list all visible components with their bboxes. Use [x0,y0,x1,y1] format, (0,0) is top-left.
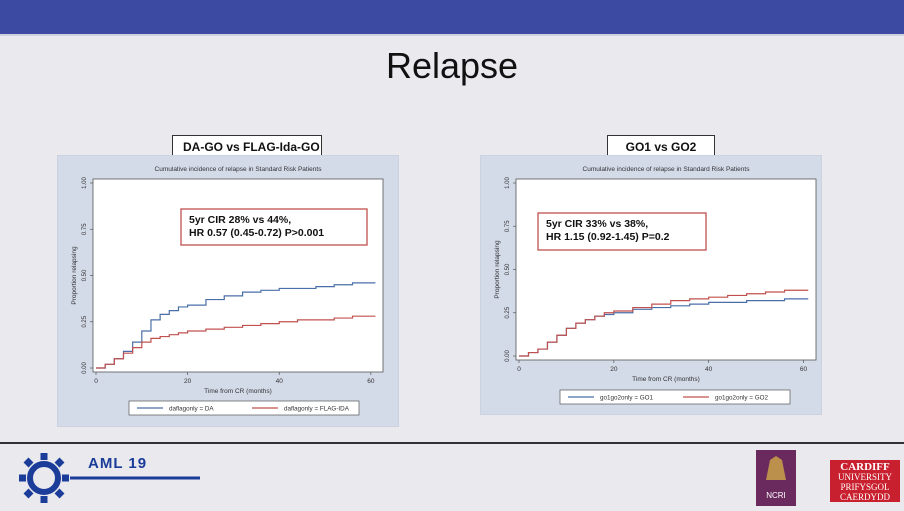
relapse-chart-right: Cumulative incidence of relapse in Stand… [480,155,822,415]
y-axis-label: Proportion relapsing [71,246,78,305]
cardiff-line-4: CAERDYDD [839,492,890,502]
x-tick-label: 0 [517,366,521,373]
x-tick-label: 40 [276,378,284,385]
series-line-1 [96,282,376,369]
cardiff-line-1: CARDIFF [840,461,890,473]
legend-label-2: go1go2only = GO2 [715,395,769,402]
plot-area [92,178,384,373]
y-tick-label: 0.75 [82,223,88,235]
annotation-line-1: 5yr CIR 28% vs 44%, [189,214,291,226]
slide-top-bar [0,0,904,34]
legend-box [559,389,791,405]
legend-label-2: daflagonly = FLAG-IDA [284,406,350,413]
y-tick-label: 0.00 [505,350,511,362]
y-tick-label: 0.75 [505,220,511,232]
plot-area [515,178,817,361]
x-axis-label: Time from CR (months) [632,376,700,383]
y-tick-label: 0.25 [505,306,511,318]
y-tick-label: 0.50 [505,263,511,275]
aml19-logo-text: AML 19 [88,455,148,472]
legend-box [128,400,360,416]
legend-label-1: daflagonly = DA [169,406,214,413]
annotation-box [537,212,707,251]
x-tick-label: 0 [94,378,98,385]
annotation-line-2: HR 0.57 (0.45-0.72) P>0.001 [189,227,324,239]
x-axis-label: Time from CR (months) [204,388,272,395]
x-tick-label: 20 [610,366,618,373]
x-tick-label: 40 [705,366,713,373]
ncri-logo: NCRI [756,450,796,506]
cardiff-line-3: PRIFYSGOL [840,482,890,492]
footer-divider [0,442,904,444]
y-axis-label: Proportion relapsing [494,240,501,299]
x-tick-label: 20 [184,378,192,385]
relapse-chart-left: Cumulative incidence of relapse in Stand… [57,155,399,427]
y-tick-label: 1.00 [505,177,511,189]
ncri-logo-text: NCRI [766,491,786,500]
aml19-gear-logo [19,453,200,503]
legend-label-1: go1go2only = GO1 [600,395,654,402]
series-line-2 [519,289,809,357]
y-tick-label: 0.00 [82,362,88,374]
slide-title: Relapse [385,45,519,86]
chart-title: Cumulative incidence of relapse in Stand… [583,166,751,173]
series-line-2 [96,315,376,369]
y-tick-label: 0.50 [82,269,88,281]
y-tick-label: 0.25 [82,315,88,327]
x-tick-label: 60 [367,378,375,385]
y-tick-label: 1.00 [82,177,88,189]
slide-top-divider [0,34,904,36]
annotation-line-2: HR 1.15 (0.92-1.45) P=0.2 [546,231,670,243]
annotation-line-1: 5yr CIR 33% vs 38%, [546,218,648,230]
chart-title: Cumulative incidence of relapse in Stand… [155,166,323,173]
cardiff-university-logo: CARDIFF UNIVERSITY PRIFYSGOL CAERDYDD [830,460,900,502]
cardiff-line-2: UNIVERSITY [838,472,892,482]
x-tick-label: 60 [800,366,808,373]
annotation-box [180,208,368,246]
